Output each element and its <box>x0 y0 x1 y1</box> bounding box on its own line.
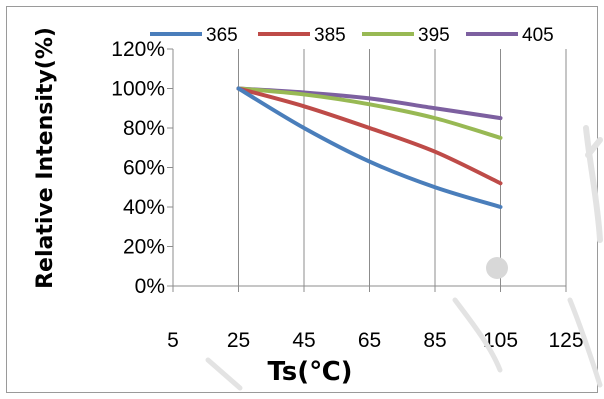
series-line-365 <box>236 86 503 209</box>
x-tick-label: 45 <box>292 329 315 352</box>
x-tick-label: 5 <box>167 329 179 352</box>
series-lines <box>236 86 503 209</box>
y-tick-label: 120% <box>111 38 165 61</box>
x-tick-label: 85 <box>423 329 446 352</box>
x-tick-label: 65 <box>358 329 381 352</box>
y-tick-label: 100% <box>111 78 165 101</box>
legend: 365 385 395 405 <box>150 25 554 46</box>
legend-label-365: 365 <box>206 25 238 46</box>
x-tick-label: 25 <box>227 329 250 352</box>
watermark-stroke <box>583 125 603 243</box>
y-tick-labels: 0% 20% 40% 60% 80% 100% 120% <box>111 38 165 298</box>
legend-label-385: 385 <box>314 25 346 46</box>
y-tick-label: 0% <box>135 275 165 298</box>
watermark-decoration <box>205 125 603 391</box>
y-tick-label: 60% <box>123 157 165 180</box>
y-axis-title: Relative Intensity(%) <box>33 27 58 289</box>
watermark-stroke <box>585 137 603 158</box>
axes <box>167 48 567 292</box>
y-tick-label: 40% <box>123 196 165 219</box>
watermark-stroke <box>567 297 603 388</box>
watermark-stroke <box>452 297 503 373</box>
y-tick-label: 80% <box>123 117 165 140</box>
series-line-385 <box>236 86 503 186</box>
series-line-395 <box>236 86 503 140</box>
gridlines <box>238 49 567 286</box>
y-tick-label: 20% <box>123 236 165 259</box>
watermark-stroke <box>205 357 243 391</box>
x-tick-label: 105 <box>483 329 518 352</box>
legend-label-395: 395 <box>418 25 450 46</box>
legend-label-405: 405 <box>522 25 554 46</box>
watermark-dot <box>486 257 508 279</box>
x-axis-title: Ts(℃) <box>267 357 352 387</box>
x-tick-label: 125 <box>548 329 583 352</box>
x-tick-labels: 5 25 45 65 85 105 125 <box>167 329 583 352</box>
